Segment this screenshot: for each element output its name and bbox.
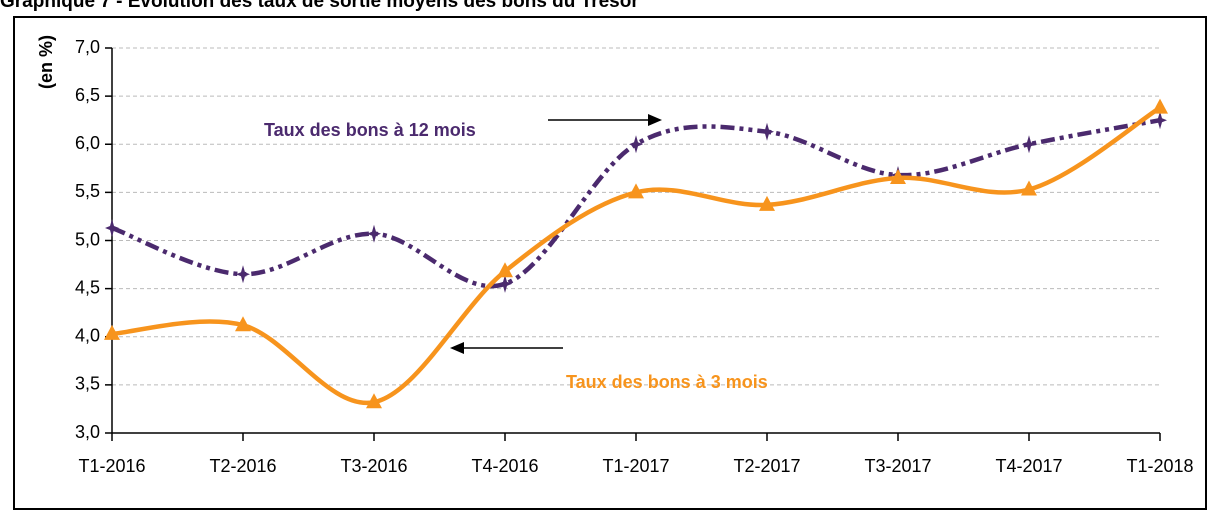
x-tick-label: T4-2017 <box>995 456 1062 476</box>
x-tick-label: T1-2018 <box>1126 456 1193 476</box>
y-tick-label: 6,0 <box>75 133 100 153</box>
marker <box>628 183 644 199</box>
y-tick-label: 3,0 <box>75 422 100 442</box>
marker <box>235 316 251 332</box>
x-tick-label: T2-2017 <box>733 456 800 476</box>
y-tick-label: 7,0 <box>75 37 100 57</box>
x-tick-label: T3-2016 <box>340 456 407 476</box>
y-tick-label: 3,5 <box>75 374 100 394</box>
y-tick-label: 4,0 <box>75 326 100 346</box>
marker <box>236 265 250 284</box>
series-line <box>111 117 1161 289</box>
x-tick-label: T1-2017 <box>602 456 669 476</box>
x-tick-label: T4-2016 <box>471 456 538 476</box>
y-tick-label: 5,5 <box>75 181 100 201</box>
x-tick-label: T1-2016 <box>78 456 145 476</box>
grid <box>105 47 1161 441</box>
marker <box>366 393 382 409</box>
marker <box>497 262 513 278</box>
chart-title: Graphique 7 - Evolution des taux de sort… <box>0 0 639 12</box>
marker <box>498 274 512 293</box>
marker <box>629 135 643 154</box>
series-annotation: Taux des bons à 3 mois <box>566 372 768 392</box>
x-tick-label: T2-2016 <box>209 456 276 476</box>
plot <box>104 98 1168 409</box>
series-annotation: Taux des bons à 12 mois <box>264 120 476 140</box>
marker <box>890 168 906 184</box>
marker <box>759 195 775 211</box>
marker <box>367 224 381 243</box>
marker <box>1152 98 1168 114</box>
marker <box>105 218 119 237</box>
y-tick-label: 4,5 <box>75 277 100 297</box>
x-tick-label: T3-2017 <box>864 456 931 476</box>
marker <box>1021 180 1037 196</box>
marker <box>104 324 120 340</box>
marker <box>1022 135 1036 154</box>
chart-frame <box>13 16 1207 510</box>
marker <box>760 122 774 141</box>
arrow-head <box>450 342 464 354</box>
y-tick-label: 6,5 <box>75 85 100 105</box>
marker <box>1153 111 1167 130</box>
arrow-head <box>648 114 662 126</box>
y-axis-label: (en %) <box>36 35 56 89</box>
series-line <box>111 105 1162 406</box>
y-tick-label: 5,0 <box>75 229 100 249</box>
